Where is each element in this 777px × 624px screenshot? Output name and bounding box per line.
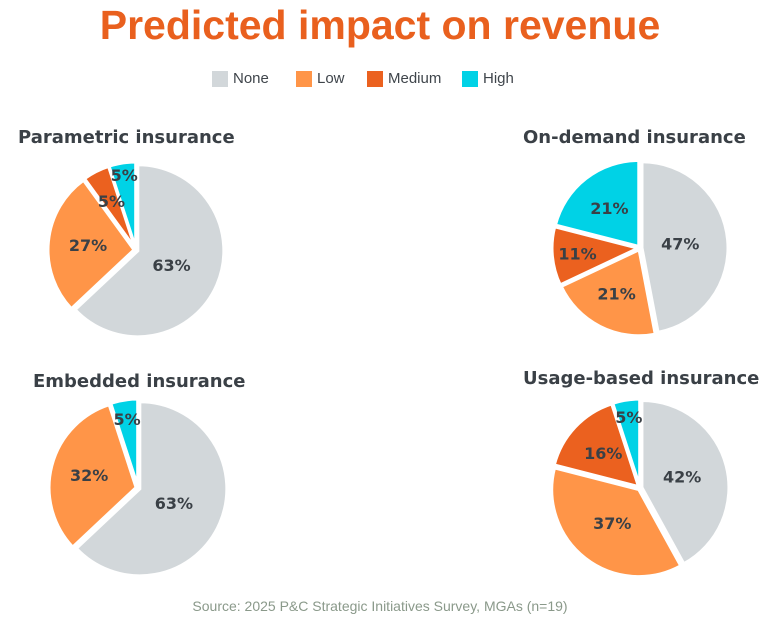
data-label-high: 5% — [114, 410, 141, 429]
legend-label-medium: Medium — [388, 70, 442, 87]
chart-title-embedded: Embedded insurance — [33, 371, 246, 392]
chart-title-parametric: Parametric insurance — [18, 127, 235, 148]
data-label-none: 63% — [152, 256, 190, 275]
pie-slice-none — [74, 400, 229, 578]
source-note: Source: 2025 P&C Strategic Initiatives S… — [192, 598, 568, 614]
pie-slice-high — [108, 397, 140, 487]
legend-item-none: None — [212, 71, 269, 87]
legend-swatch-none — [212, 71, 228, 87]
pie-slice-high — [553, 158, 641, 249]
data-label-medium: 5% — [98, 192, 125, 211]
data-label-medium: 16% — [584, 444, 622, 463]
pie-embedded: 63% 32% 5% — [47, 397, 229, 578]
pie-slice-medium — [552, 401, 641, 489]
data-label-low: 27% — [69, 236, 107, 255]
legend-label-low: Low — [317, 70, 345, 87]
legend: None Low Medium High — [0, 71, 777, 91]
pie-slice-none — [640, 160, 730, 335]
data-label-low: 32% — [70, 466, 108, 485]
data-label-low: 37% — [593, 514, 631, 533]
legend-item-medium: Medium — [367, 71, 441, 87]
pie-slice-medium — [550, 224, 643, 287]
pie-slice-high — [107, 160, 138, 249]
chart-title-usage-based: Usage-based insurance — [523, 368, 760, 389]
pie-slice-none — [640, 399, 731, 566]
legend-label-none: None — [233, 70, 269, 87]
legend-swatch-low — [296, 71, 312, 87]
pie-on-demand: 47% 21% 11% 21% — [550, 158, 730, 338]
pie-slice-low — [550, 466, 683, 579]
legend-swatch-medium — [367, 71, 383, 87]
data-label-high: 5% — [615, 408, 642, 427]
data-label-low: 21% — [597, 284, 635, 303]
data-label-none: 63% — [155, 494, 193, 513]
data-label-medium: 11% — [558, 244, 596, 263]
data-label-none: 42% — [663, 468, 701, 487]
legend-item-low: Low — [296, 71, 345, 87]
chart-title-on-demand: On-demand insurance — [523, 127, 746, 148]
legend-item-high: High — [462, 71, 514, 87]
main-title: Predicted impact on revenue — [99, 2, 661, 48]
pie-parametric: 63% 27% 5% 5% — [46, 160, 226, 339]
data-label-high: 5% — [111, 166, 138, 185]
pie-slice-low — [47, 402, 138, 550]
data-label-high: 21% — [590, 199, 628, 218]
legend-label-high: High — [483, 70, 514, 87]
legend-swatch-high — [462, 71, 478, 87]
data-label-none: 47% — [661, 235, 699, 254]
pie-slice-none — [73, 163, 226, 339]
pie-slice-low — [46, 178, 136, 311]
pie-slice-low — [559, 247, 657, 338]
pie-usage-based: 42% 37% 16% 5% — [550, 397, 731, 579]
pie-slice-high — [610, 397, 642, 487]
